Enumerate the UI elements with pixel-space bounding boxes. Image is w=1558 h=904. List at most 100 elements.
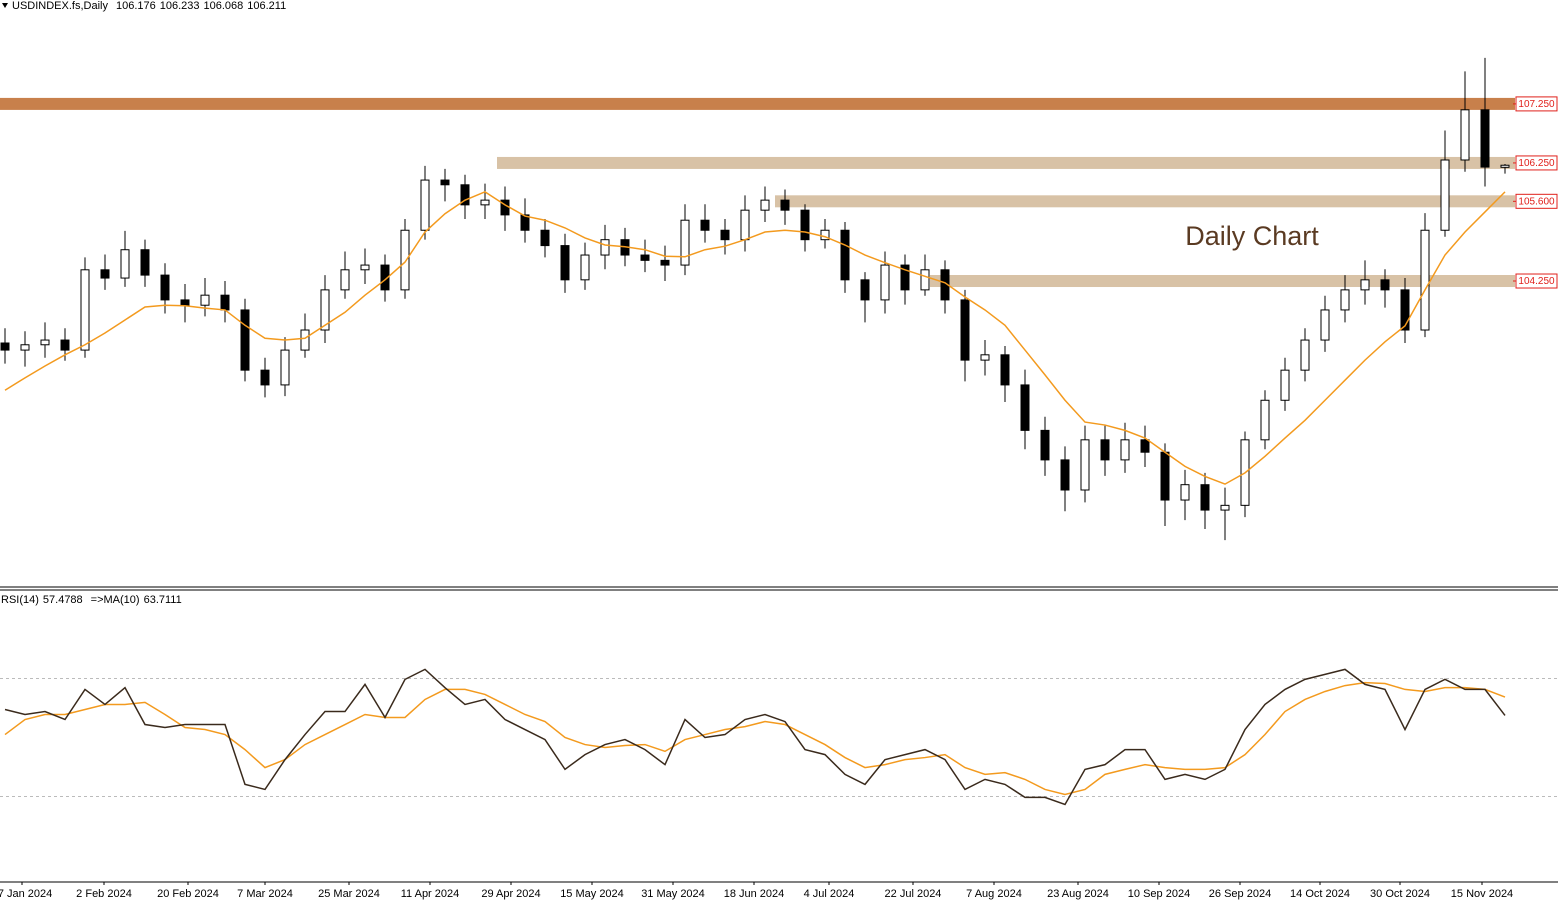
candle-body [1280, 369, 1290, 401]
x-tick-label: 31 May 2024 [641, 888, 705, 900]
candle-body [1120, 439, 1130, 461]
candle-body [720, 229, 730, 241]
level-tag [1515, 96, 1558, 112]
candle-body [820, 229, 830, 241]
candle-body [700, 219, 710, 231]
candle-body [460, 184, 470, 206]
x-tick-label: 22 Jul 2024 [885, 888, 942, 900]
candle-body [600, 239, 610, 256]
rsi-name: RSI(14) [1, 594, 39, 606]
candle-body [280, 349, 290, 386]
candle-body [180, 299, 190, 306]
x-tick-label: 15 Nov 2024 [1451, 888, 1513, 900]
candle-body [660, 259, 670, 266]
level-label: 106.250 [1518, 158, 1555, 169]
candle-body [0, 342, 10, 351]
candle-body [880, 264, 890, 301]
x-tick-label: 11 Apr 2024 [401, 888, 460, 900]
x-tick-label: 7 Aug 2024 [966, 888, 1022, 900]
symbol: USDINDEX.fs,Daily [12, 0, 108, 12]
x-tick-label: 2 Feb 2024 [76, 888, 132, 900]
candle-body [740, 209, 750, 241]
level-tag [1515, 273, 1558, 289]
candle-body [1060, 459, 1070, 491]
candle-body [480, 199, 490, 206]
level-label: 104.250 [1518, 276, 1555, 287]
candle-body [40, 339, 50, 346]
candle-body [1180, 484, 1190, 501]
candle-body [240, 309, 250, 371]
rsi-line [4, 668, 1506, 806]
x-tick-label: 7 Mar 2024 [237, 888, 293, 900]
candle-body [560, 245, 570, 281]
level-label: 107.250 [1518, 99, 1555, 110]
x-tick-label: 30 Oct 2024 [1370, 888, 1430, 900]
candle-body [1400, 289, 1410, 331]
candles [0, 57, 1510, 541]
candle-body [380, 264, 390, 291]
candle-body [80, 269, 90, 351]
level-zone [497, 156, 1515, 169]
candle-body [1260, 399, 1270, 441]
candle-body [640, 254, 650, 261]
candle-body [800, 209, 810, 241]
x-tick-label: 26 Sep 2024 [1209, 888, 1271, 900]
candle-body [60, 339, 70, 351]
rsi-ma-line [4, 681, 1506, 796]
candle-body [1100, 439, 1110, 461]
level-zone [0, 97, 1515, 110]
candle-body [1040, 429, 1050, 461]
menu-arrow[interactable] [2, 3, 8, 8]
ohlc-close: 106.211 [247, 0, 286, 12]
ohlc-open: 106.176 [116, 0, 156, 12]
candle-body [300, 329, 310, 351]
candle-body [1420, 229, 1430, 331]
candle-body [1480, 109, 1490, 168]
candle-body [320, 289, 330, 331]
candle-body [1220, 504, 1230, 511]
candle-body [1300, 339, 1310, 371]
candle-body [580, 254, 590, 281]
moving-average [4, 191, 1506, 485]
candle-body [520, 214, 530, 231]
candle-body [1380, 279, 1390, 291]
annotation: Daily Chart [1185, 221, 1319, 251]
candle-body [140, 249, 150, 276]
candle-body [1360, 279, 1370, 291]
candle-body [1500, 164, 1510, 168]
x-tick-label: 15 May 2024 [560, 888, 624, 900]
candle-body [760, 199, 770, 211]
candle-body [100, 269, 110, 279]
candle-body [900, 264, 910, 291]
candle-body [440, 179, 450, 186]
candle-body [360, 264, 370, 271]
x-tick-label: 14 Oct 2024 [1290, 888, 1350, 900]
rsi-header: RSI(14) 57.4788 =>MA(10) 63.7111 [1, 594, 182, 606]
candle-body [120, 249, 130, 279]
header: USDINDEX.fs,Daily 106.176 106.233 106.068 10… [12, 0, 286, 12]
candle-body [1460, 109, 1470, 161]
candle-body [1080, 439, 1090, 491]
candle-body [540, 229, 550, 247]
rsi-ma-value: 63.7111 [144, 594, 182, 606]
candle-body [980, 354, 990, 361]
x-tick-label: 4 Jul 2024 [804, 888, 855, 900]
candle-body [780, 199, 790, 211]
candle-body [960, 299, 970, 361]
candle-body [400, 229, 410, 291]
x-tick-label: 20 Feb 2024 [157, 888, 219, 900]
candle-body [1320, 309, 1330, 341]
candle-body [160, 274, 170, 301]
candle-body [840, 229, 850, 281]
candle-body [1200, 484, 1210, 511]
candle-body [220, 294, 230, 311]
candle-body [860, 279, 870, 301]
x-tick-label: 29 Apr 2024 [481, 888, 540, 900]
rsi-ma-name: =>MA(10) [91, 594, 140, 606]
x-tick-label: 17 Jan 2024 [0, 888, 52, 900]
level-label: 105.600 [1518, 196, 1555, 207]
x-tick-label: 25 Mar 2024 [318, 888, 380, 900]
x-tick-label: 18 Jun 2024 [724, 888, 785, 900]
